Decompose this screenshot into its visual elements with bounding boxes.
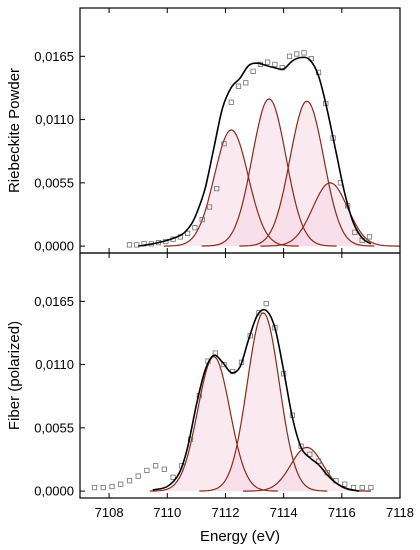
data-point — [144, 467, 150, 474]
y-tick-label: 0,0165 — [34, 294, 74, 309]
data-point — [352, 229, 358, 235]
data-point — [264, 59, 271, 65]
component-fill-3 — [239, 101, 375, 247]
data-point — [272, 61, 278, 68]
data-point — [235, 83, 242, 89]
data-point — [368, 484, 374, 491]
data-point — [214, 185, 220, 192]
panel-fiber-polarized: 0,0000 0,0055 0,0110 0,0165 Fiber (polarize… — [6, 294, 374, 499]
component-curve-2 — [199, 312, 328, 492]
y-tick-label: 0,0055 — [34, 175, 74, 190]
y-tick-label: 0,0000 — [34, 239, 74, 254]
data-point — [135, 473, 141, 479]
data-point — [342, 481, 348, 487]
x-tick-label: 7110 — [153, 505, 181, 520]
component-fill-1 — [163, 129, 299, 247]
data-point — [170, 474, 176, 480]
plot-frames — [79, 7, 401, 499]
data-point — [118, 481, 124, 487]
data-point — [243, 80, 249, 86]
data-point — [301, 50, 307, 56]
component-fill-1 — [149, 356, 278, 492]
data-point — [359, 484, 365, 491]
data-point — [286, 53, 293, 59]
data-point — [250, 68, 256, 74]
y-tick-label: 0,0165 — [34, 49, 74, 64]
data-point — [192, 225, 198, 231]
panel-riebeckite-powder: 0,0000 0,0055 0,0110 0,0165 Riebeckite Powd… — [6, 49, 400, 254]
data-point — [206, 204, 213, 210]
component-curve-3 — [239, 100, 375, 247]
data-point — [161, 466, 167, 472]
data-point — [315, 458, 322, 464]
data-point — [228, 99, 234, 105]
data-point — [152, 463, 159, 469]
data-point — [184, 230, 191, 236]
x-tick-label: 7114 — [270, 505, 298, 520]
x-tick-label: 7118 — [386, 505, 414, 520]
component-fill-2 — [199, 312, 328, 492]
y-tick-label: 0,0110 — [35, 112, 74, 127]
component-curve-4 — [260, 182, 400, 247]
data-point — [134, 242, 140, 248]
component-fills — [149, 312, 371, 492]
data-point — [91, 484, 98, 491]
y-tick-label: 0,0000 — [34, 484, 74, 499]
y-axis-label: Riebeckite Powder — [6, 68, 23, 193]
data-point — [307, 451, 313, 457]
y-tick-label: 0,0055 — [34, 420, 74, 435]
component-fill-3 — [242, 447, 371, 492]
y-axis-ticks: 0,0000 0,0055 0,0110 0,0165 — [34, 294, 85, 499]
component-fill-4 — [260, 182, 400, 247]
x-tick-label: 7108 — [95, 505, 124, 520]
data-point — [109, 483, 115, 490]
x-tick-label: 7116 — [328, 505, 356, 520]
component-fills — [163, 98, 400, 247]
component-curve-1 — [163, 129, 299, 247]
component-curves — [163, 98, 400, 247]
data-point — [263, 300, 269, 307]
y-axis-ticks: 0,0000 0,0055 0,0110 0,0165 — [34, 49, 85, 254]
y-axis-label: Fiber (polarized) — [6, 321, 23, 430]
fit-curve — [138, 56, 372, 247]
x-tick-label: 7112 — [211, 505, 239, 520]
component-fill-2 — [201, 98, 337, 247]
y-tick-label: 0,0110 — [35, 357, 74, 372]
x-axis-ticks: 7108 7110 7112 7114 7116 7118 — [95, 8, 414, 520]
component-curve-1 — [149, 355, 278, 492]
data-point — [199, 216, 205, 223]
data-point — [256, 310, 262, 316]
data-point — [100, 484, 106, 491]
panel-frame-2 — [79, 252, 401, 499]
x-axis-label: Energy (eV) — [200, 528, 280, 545]
fit-curve — [152, 308, 360, 492]
data-point — [221, 141, 227, 147]
component-curve-2 — [201, 98, 337, 247]
data-point — [294, 51, 300, 57]
data-point — [366, 234, 373, 240]
data-point — [126, 478, 133, 484]
data-point — [221, 361, 227, 368]
data-point — [126, 242, 133, 248]
